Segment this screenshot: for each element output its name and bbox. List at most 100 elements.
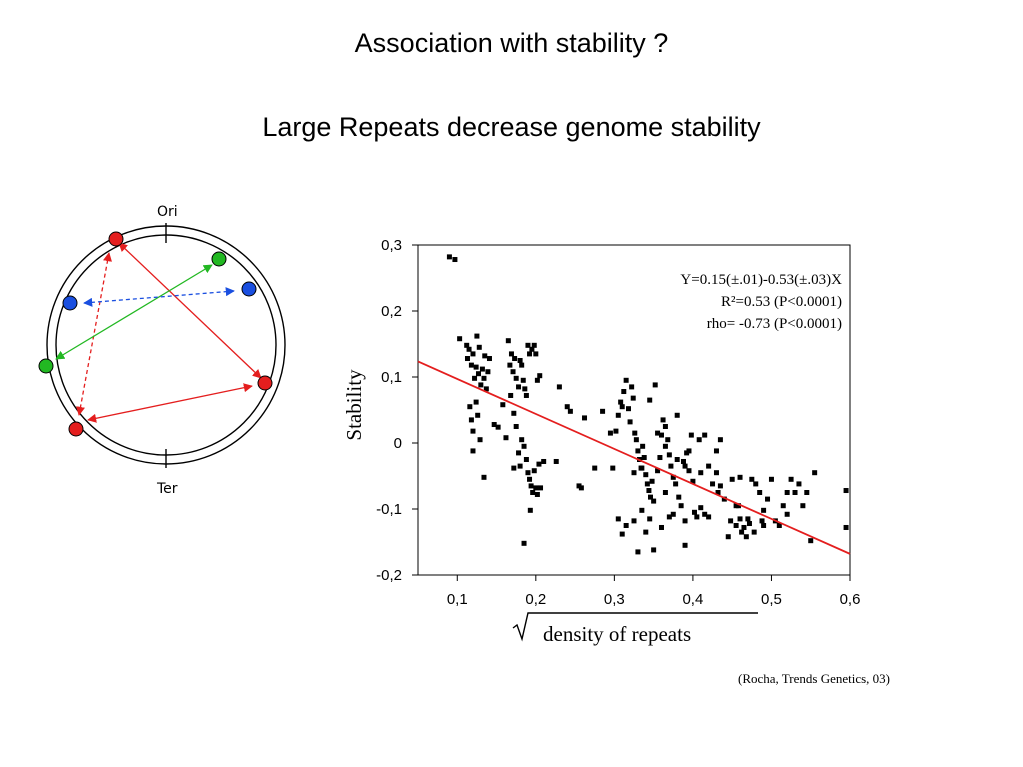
data-point bbox=[610, 465, 616, 471]
data-point bbox=[527, 476, 533, 482]
data-point bbox=[690, 478, 696, 484]
data-point bbox=[517, 358, 523, 363]
data-point bbox=[578, 485, 584, 491]
data-point bbox=[751, 529, 757, 535]
data-point bbox=[792, 490, 798, 495]
data-point bbox=[710, 481, 716, 487]
data-point bbox=[500, 402, 506, 408]
data-point bbox=[530, 490, 536, 495]
data-point bbox=[759, 518, 765, 524]
data-point bbox=[658, 432, 664, 438]
red-dashed-repeat-arrow bbox=[76, 252, 112, 416]
data-point bbox=[468, 362, 474, 368]
data-point bbox=[531, 468, 537, 474]
data-point bbox=[521, 443, 527, 449]
data-point bbox=[536, 461, 542, 467]
data-point bbox=[746, 521, 752, 527]
data-point bbox=[660, 417, 666, 423]
data-point bbox=[631, 470, 637, 476]
data-point bbox=[670, 474, 676, 480]
data-point bbox=[670, 511, 676, 517]
data-point bbox=[475, 412, 481, 418]
data-point bbox=[632, 430, 638, 436]
x-tick-label: 0,5 bbox=[761, 591, 782, 608]
data-point bbox=[485, 369, 491, 375]
data-point bbox=[512, 356, 518, 362]
r-squared-label: R²=0.53 (P<0.0001) bbox=[721, 294, 842, 310]
red-repeat-marker bbox=[68, 421, 84, 437]
data-point bbox=[511, 410, 517, 416]
data-point bbox=[486, 356, 492, 362]
data-point bbox=[694, 514, 700, 520]
data-point bbox=[615, 516, 621, 522]
data-point bbox=[647, 494, 653, 500]
data-point bbox=[473, 399, 479, 405]
data-point bbox=[706, 463, 712, 469]
data-point bbox=[523, 392, 529, 398]
data-point bbox=[627, 419, 633, 425]
data-point bbox=[676, 494, 682, 500]
data-point bbox=[796, 481, 802, 487]
green-repeat-marker bbox=[38, 358, 54, 374]
data-point bbox=[721, 496, 727, 502]
data-point bbox=[567, 408, 573, 414]
data-point bbox=[753, 481, 759, 487]
data-point bbox=[662, 443, 668, 449]
data-point bbox=[479, 366, 485, 372]
data-point bbox=[713, 448, 719, 454]
data-point bbox=[776, 523, 782, 528]
data-point bbox=[812, 470, 818, 476]
data-point bbox=[686, 468, 692, 474]
data-point bbox=[780, 503, 786, 509]
data-point bbox=[641, 455, 647, 461]
data-point bbox=[483, 386, 489, 392]
regression-line bbox=[417, 360, 851, 555]
chromosome-diagram: Ori Ter bbox=[38, 204, 286, 495]
data-point bbox=[717, 437, 723, 443]
data-point bbox=[623, 377, 629, 383]
data-point bbox=[728, 518, 734, 524]
data-point bbox=[757, 490, 763, 495]
data-point bbox=[452, 257, 458, 263]
data-point bbox=[528, 483, 534, 489]
data-point bbox=[765, 496, 771, 502]
data-point bbox=[761, 507, 767, 513]
chromosome-inner-ring bbox=[55, 234, 277, 456]
data-point bbox=[739, 529, 745, 535]
data-point bbox=[582, 415, 588, 421]
data-point bbox=[668, 463, 674, 469]
data-point bbox=[534, 377, 540, 383]
data-point bbox=[556, 384, 562, 390]
data-point bbox=[686, 448, 692, 454]
data-point bbox=[464, 356, 470, 362]
data-point bbox=[621, 389, 627, 395]
data-point bbox=[470, 351, 476, 357]
data-point bbox=[508, 392, 514, 398]
data-point bbox=[531, 342, 537, 348]
data-point bbox=[475, 371, 481, 377]
data-point bbox=[674, 412, 680, 418]
data-point bbox=[647, 516, 653, 522]
data-point bbox=[534, 491, 540, 497]
slide-subtitle: Large Repeats decrease genome stability bbox=[262, 112, 761, 142]
data-point bbox=[800, 503, 806, 509]
data-point bbox=[643, 472, 649, 478]
data-point bbox=[446, 254, 452, 260]
red-repeat-arrow-2 bbox=[87, 383, 253, 423]
rho-label: rho= -0.73 (P<0.0001) bbox=[707, 316, 842, 332]
data-point bbox=[619, 404, 625, 410]
data-point bbox=[843, 524, 849, 530]
data-point bbox=[519, 437, 525, 443]
green-repeat-arrow bbox=[55, 264, 213, 360]
data-point bbox=[657, 455, 663, 461]
y-tick-label: 0,3 bbox=[381, 237, 402, 254]
data-point bbox=[623, 523, 629, 528]
data-point bbox=[517, 463, 523, 469]
data-point bbox=[706, 514, 712, 520]
y-tick-label: -0,1 bbox=[376, 501, 402, 518]
data-point bbox=[647, 397, 653, 403]
data-point bbox=[523, 457, 529, 462]
data-point bbox=[607, 430, 613, 436]
data-point bbox=[635, 549, 641, 555]
blue-repeat-marker bbox=[62, 295, 78, 311]
